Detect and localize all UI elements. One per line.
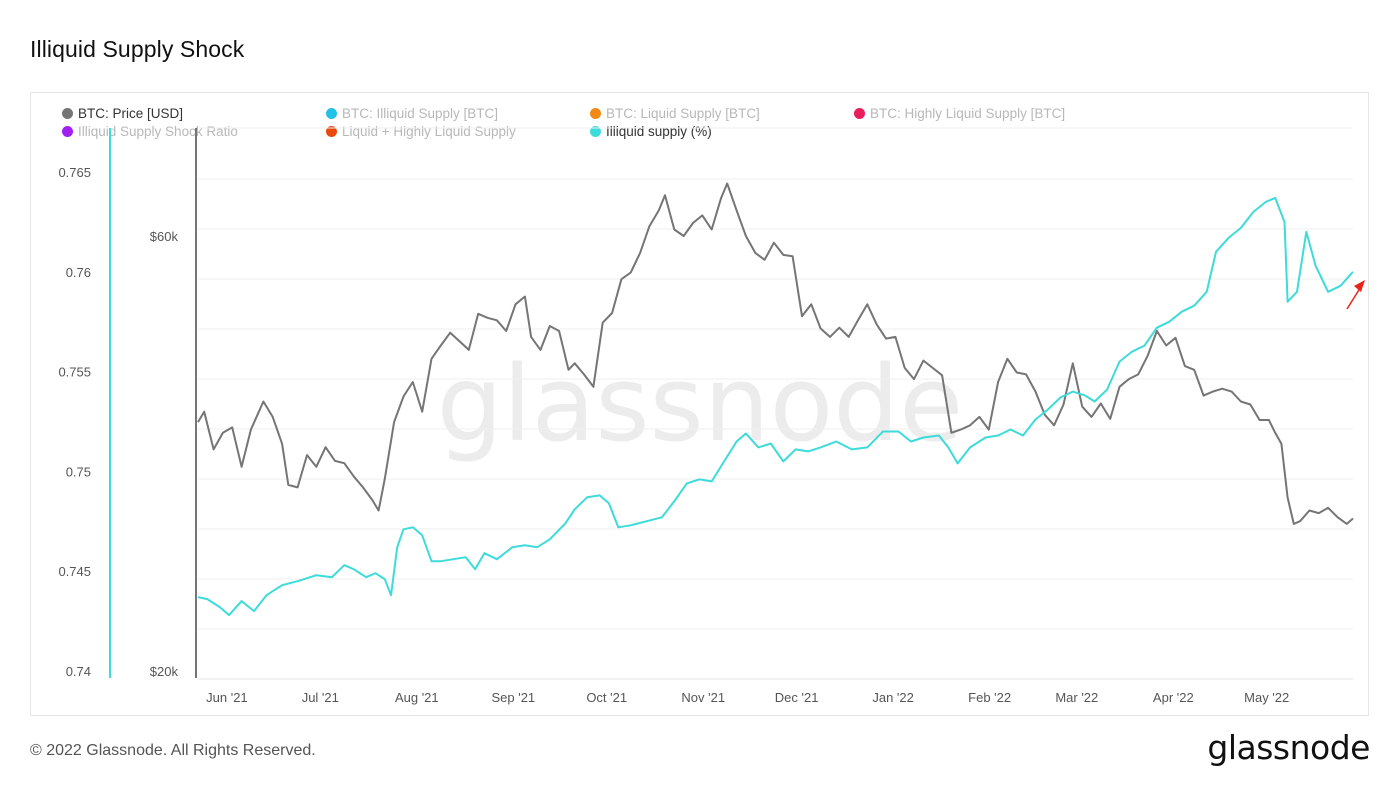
x-tick-label: Mar '22 [1055, 690, 1098, 705]
price-tick-label: $60k [150, 229, 179, 244]
legend-dot-icon [62, 126, 73, 137]
y-tick-label: 0.745 [58, 564, 91, 579]
x-tick-label: Nov '21 [681, 690, 725, 705]
watermark-text: glassnode [437, 343, 964, 465]
chart-frame [30, 92, 1369, 716]
legend-dot-icon [590, 126, 601, 137]
legend-dot-icon [326, 108, 337, 119]
legend-label: BTC: Price [USD] [78, 106, 184, 121]
y-tick-label: 0.755 [58, 365, 91, 380]
x-tick-label: Jan '22 [872, 690, 914, 705]
illiquid-supply-pct-line [197, 196, 1354, 617]
legend-label: Illiquid Supply Shock Ratio [78, 124, 238, 139]
legend-label: BTC: Illiquid Supply [BTC] [342, 106, 499, 121]
legend-item-highly-liquid-supply[interactable]: BTC: Highly Liquid Supply [BTC] [854, 106, 1065, 121]
x-tick-label: May '22 [1244, 690, 1289, 705]
x-tick-label: Apr '22 [1153, 690, 1194, 705]
legend-dot-icon [590, 108, 601, 119]
x-tick-label: Sep '21 [491, 690, 535, 705]
legend-item-btc-price[interactable]: BTC: Price [USD] [62, 106, 183, 121]
legend-dot-icon [854, 108, 865, 119]
x-tick-label: Aug '21 [395, 690, 439, 705]
legend-item-liquid-supply[interactable]: BTC: Liquid Supply [BTC] [590, 106, 760, 121]
y-tick-label: 0.75 [66, 464, 91, 479]
glassnode-logo[interactable]: glassnode [1207, 728, 1370, 767]
x-tick-label: Oct '21 [586, 690, 627, 705]
btc-price-line [197, 182, 1354, 525]
x-tick-label: Feb '22 [968, 690, 1011, 705]
x-tick-label: Dec '21 [775, 690, 819, 705]
legend-label: BTC: Liquid Supply [BTC] [606, 106, 760, 121]
page-title: Illiquid Supply Shock [30, 36, 245, 62]
y-tick-label: 0.765 [58, 165, 91, 180]
legend-dot-icon [62, 108, 73, 119]
x-tick-label: Jul '21 [302, 690, 339, 705]
legend-label: BTC: Highly Liquid Supply [BTC] [870, 106, 1066, 121]
y-tick-label: 0.74 [66, 664, 91, 679]
y-tick-label: 0.76 [66, 265, 91, 280]
legend-dot-icon [326, 126, 337, 137]
legend-item-supply-shock-ratio[interactable]: Illiquid Supply Shock Ratio [62, 124, 238, 139]
legend-item-illiquid-supply[interactable]: BTC: Illiquid Supply [BTC] [326, 106, 498, 121]
copyright-text: © 2022 Glassnode. All Rights Reserved. [30, 742, 316, 759]
x-tick-label: Jun '21 [206, 690, 248, 705]
price-tick-label: $20k [150, 664, 179, 679]
annotation-arrow-head-icon [1354, 280, 1365, 292]
